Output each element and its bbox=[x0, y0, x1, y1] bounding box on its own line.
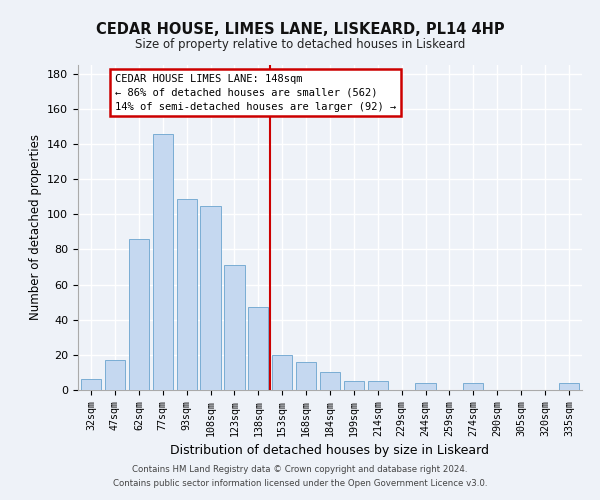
Text: Size of property relative to detached houses in Liskeard: Size of property relative to detached ho… bbox=[135, 38, 465, 51]
Text: CEDAR HOUSE LIMES LANE: 148sqm
← 86% of detached houses are smaller (562)
14% of: CEDAR HOUSE LIMES LANE: 148sqm ← 86% of … bbox=[115, 74, 396, 112]
Bar bbox=[368, 381, 388, 390]
Text: CEDAR HOUSE, LIMES LANE, LISKEARD, PL14 4HP: CEDAR HOUSE, LIMES LANE, LISKEARD, PL14 … bbox=[95, 22, 505, 38]
Bar bbox=[344, 381, 364, 390]
Bar bbox=[415, 383, 436, 390]
Bar bbox=[559, 383, 579, 390]
Bar bbox=[463, 383, 484, 390]
Bar bbox=[248, 308, 268, 390]
X-axis label: Distribution of detached houses by size in Liskeard: Distribution of detached houses by size … bbox=[170, 444, 490, 457]
Bar bbox=[296, 362, 316, 390]
Bar bbox=[272, 355, 292, 390]
Y-axis label: Number of detached properties: Number of detached properties bbox=[29, 134, 41, 320]
Bar bbox=[200, 206, 221, 390]
Bar bbox=[152, 134, 173, 390]
Bar bbox=[129, 239, 149, 390]
Text: Contains HM Land Registry data © Crown copyright and database right 2024.
Contai: Contains HM Land Registry data © Crown c… bbox=[113, 466, 487, 487]
Bar bbox=[105, 360, 125, 390]
Bar bbox=[320, 372, 340, 390]
Bar bbox=[176, 198, 197, 390]
Bar bbox=[81, 380, 101, 390]
Bar bbox=[224, 266, 245, 390]
